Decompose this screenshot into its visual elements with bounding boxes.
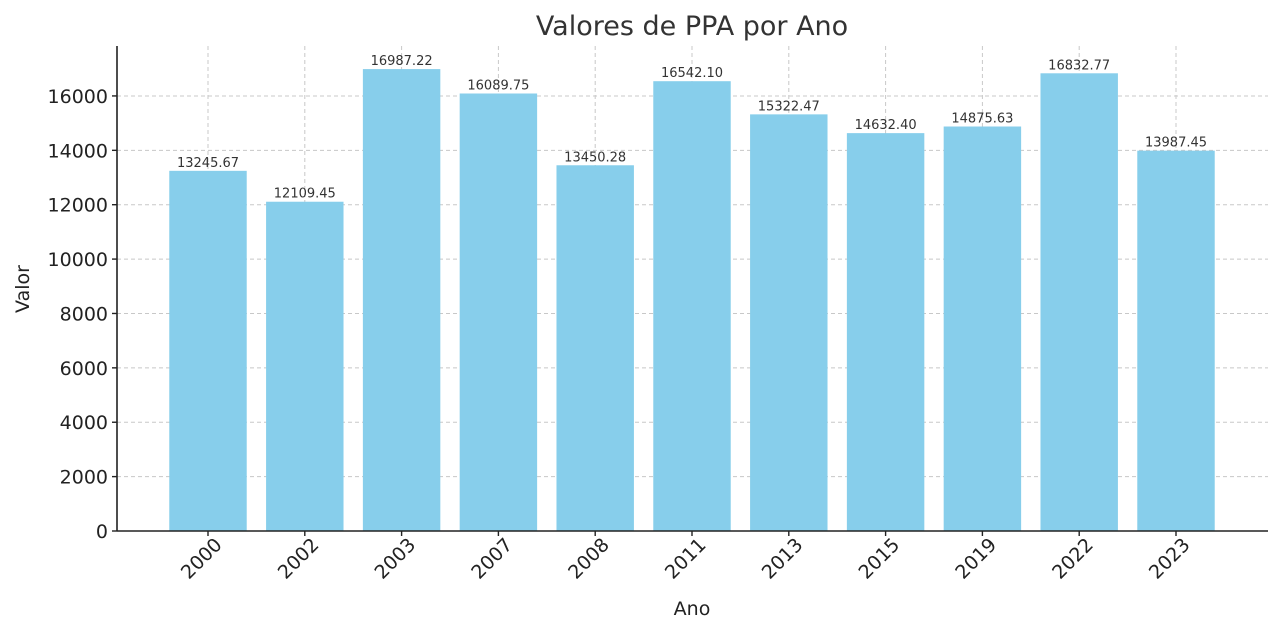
- x-tick-label: 2022: [1048, 534, 1098, 584]
- x-tick-label: 2019: [951, 534, 1001, 584]
- y-tick-label: 8000: [60, 303, 108, 325]
- bar-value-label: 13987.45: [1145, 136, 1207, 151]
- bar-value-label: 13450.28: [564, 150, 626, 165]
- x-tick-label: 2013: [758, 534, 808, 584]
- y-axis-label: Valor: [12, 265, 34, 313]
- x-tick-label: 2008: [564, 534, 614, 584]
- bar-value-label: 16987.22: [371, 54, 433, 69]
- bar: [266, 201, 344, 531]
- bar: [653, 81, 731, 531]
- bar-value-label: 14632.40: [855, 118, 917, 133]
- bar-value-label: 13245.67: [177, 156, 239, 171]
- bar: [846, 133, 925, 531]
- bar: [1137, 150, 1215, 531]
- bars: [169, 69, 1215, 532]
- y-tick-labels: 0 2000 4000 6000 8000 10000 12000 14000 16000: [48, 86, 117, 543]
- chart-title: Valores de PPA por Ano: [536, 11, 848, 42]
- x-tick-label: 2003: [370, 534, 420, 584]
- bar: [459, 93, 538, 531]
- x-tick-label: 2015: [854, 534, 904, 584]
- bar: [1040, 73, 1118, 531]
- x-tick-label: 2011: [661, 534, 711, 584]
- bar: [943, 126, 1022, 531]
- bar: [556, 165, 634, 532]
- y-tick-label: 10000: [48, 249, 108, 271]
- y-tick-label: 6000: [60, 358, 108, 380]
- bar-value-label: 16542.10: [661, 66, 723, 81]
- y-tick-label: 12000: [48, 195, 108, 217]
- y-tick-label: 0: [96, 521, 108, 543]
- x-tick-label: 2007: [467, 534, 517, 584]
- x-axis-label: Ano: [674, 598, 711, 620]
- y-tick-label: 14000: [48, 140, 108, 162]
- bar: [362, 69, 441, 531]
- y-tick-label: 2000: [60, 467, 108, 489]
- x-tick-label: 2000: [177, 534, 227, 584]
- x-tick-labels: 2000 2002 2003 2007 2008 2011 2013 2015 2019 2022…: [177, 531, 1195, 584]
- data-labels: 13245.67 12109.45 16987.22 16089.75 13450.28…: [177, 54, 1207, 202]
- bar-value-label: 12109.45: [274, 187, 336, 202]
- bar-value-label: 16089.75: [467, 78, 529, 93]
- bar-value-label: 16832.77: [1048, 58, 1110, 73]
- x-tick-label: 2002: [274, 534, 324, 584]
- bar-value-label: 14875.63: [951, 112, 1013, 127]
- x-tick-label: 2023: [1145, 534, 1195, 584]
- y-tick-label: 16000: [48, 86, 108, 108]
- y-tick-label: 4000: [60, 412, 108, 434]
- bar: [169, 170, 247, 531]
- bar: [750, 114, 828, 532]
- bar-value-label: 15322.47: [758, 99, 820, 114]
